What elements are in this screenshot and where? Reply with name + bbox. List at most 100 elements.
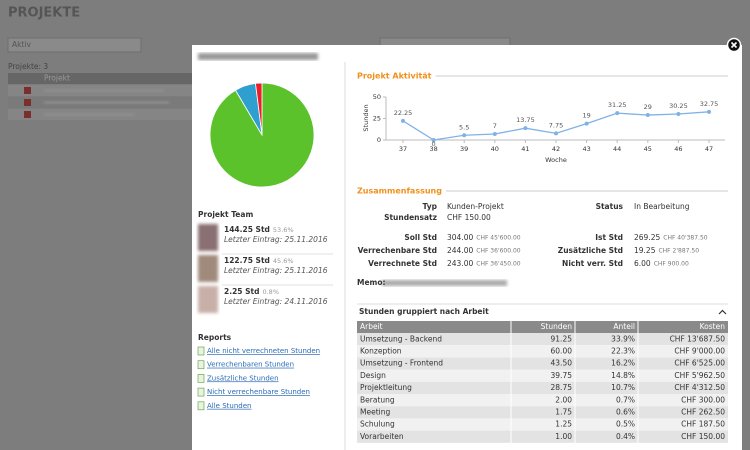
- table-row: [357, 345, 728, 358]
- summary-label: Status: [596, 202, 624, 211]
- value-label: 19: [582, 112, 590, 120]
- activity-point: [431, 138, 436, 142]
- activity-title: Projekt Aktivität: [357, 72, 432, 81]
- value-label: 22.25: [394, 109, 413, 117]
- table-row: [357, 369, 728, 382]
- table-cell: CHF 187.50: [681, 420, 725, 429]
- table-cell: CHF 6'525.00: [674, 359, 725, 368]
- x-tick-label: 37: [399, 145, 407, 153]
- value-label: 13.75: [516, 116, 535, 124]
- hours-label: Verrechnete Std: [368, 259, 437, 268]
- table-cell: 2.00: [555, 395, 572, 404]
- close-button[interactable]: [726, 37, 742, 53]
- table-cell: CHF 5'962.50: [674, 371, 725, 380]
- team-title: Projekt Team: [198, 210, 253, 219]
- memo-blurred: [382, 280, 507, 286]
- hours-label: Verrechenbare Std: [358, 246, 437, 255]
- reports-title: Reports: [198, 333, 232, 342]
- table-row: [357, 357, 728, 370]
- avatar: [198, 224, 218, 251]
- report-icon: [197, 346, 205, 356]
- table-header: [357, 321, 728, 333]
- x-axis-label: Woche: [545, 156, 567, 164]
- table-cell: Beratung: [360, 395, 395, 404]
- table-cell: 60.00: [551, 347, 573, 356]
- summary-title: Zusammenfassung: [357, 187, 442, 196]
- project-name-blurred: [198, 53, 318, 60]
- collapse-caret[interactable]: [718, 309, 727, 315]
- table-row: [357, 381, 728, 394]
- hours-value: 269.25: [634, 233, 660, 242]
- table-header-cell: Stunden: [541, 322, 573, 331]
- value-label: 7.75: [549, 121, 563, 129]
- value-label: 32.75: [700, 100, 719, 108]
- value-label: 31.25: [608, 101, 627, 109]
- avatar: [198, 255, 218, 282]
- report-link[interactable]: Zusätzliche Stunden: [207, 374, 279, 382]
- x-tick-label: 39: [460, 145, 468, 153]
- table-cell: 91.25: [551, 334, 573, 343]
- member-hours: 144.25 Std: [224, 225, 270, 234]
- report-link[interactable]: Nicht verrechenbare Stunden: [207, 388, 310, 396]
- list-rows: [8, 85, 193, 120]
- table-cell: 1.00: [555, 432, 572, 441]
- x-tick-label: 42: [552, 145, 560, 153]
- page-title: PROJEKTE: [8, 6, 80, 21]
- table-cell: 28.75: [551, 383, 573, 392]
- table-cell: 0.4%: [616, 432, 635, 441]
- table-row: [357, 430, 728, 443]
- hours-money: CHF 40'387.50: [663, 235, 708, 242]
- hours-label: Ist Std: [595, 233, 623, 242]
- hours-value: 244.00: [447, 246, 473, 255]
- member-last-entry: Letzter Eintrag: 24.11.2016: [224, 297, 328, 306]
- project-count: Projekte: 3: [8, 62, 48, 71]
- filter-select[interactable]: [7, 37, 142, 53]
- activity-point: [401, 118, 405, 123]
- activity-point: [584, 121, 589, 126]
- activity-point: [707, 109, 711, 114]
- report-link[interactable]: Alle Stunden: [207, 402, 251, 410]
- value-label: 0: [432, 140, 436, 148]
- table-cell: 39.75: [551, 371, 573, 380]
- table-cell: Schulung: [360, 420, 395, 429]
- hours-money: CHF 36'450.00: [476, 261, 521, 268]
- value-label: 29: [644, 103, 652, 111]
- member-hours: 2.25 Std: [224, 287, 259, 296]
- table-row: [357, 333, 728, 346]
- table-cell: 0.7%: [616, 395, 635, 404]
- value-label: 30.25: [669, 102, 688, 110]
- hours-money: CHF 2'887.50: [658, 248, 699, 255]
- table-cell: 16.2%: [611, 359, 635, 368]
- table-cell: 14.8%: [611, 371, 635, 380]
- list-header: [8, 73, 193, 84]
- table-cell: CHF 300.00: [681, 395, 725, 404]
- x-tick-label: 43: [582, 145, 590, 153]
- summary-value: CHF 150.00: [447, 213, 491, 222]
- hours-value: 243.00: [447, 259, 473, 268]
- y-tick-label: 25: [373, 115, 381, 123]
- report-link[interactable]: Alle nicht verrechneten Stunden: [207, 347, 320, 355]
- activity-point: [462, 133, 467, 138]
- report-icon: [197, 401, 205, 411]
- hours-label: Soll Std: [404, 233, 437, 242]
- table-cell: 0.6%: [616, 408, 635, 417]
- hours-label: Zusätzliche Std: [558, 246, 623, 255]
- table-cell: CHF 150.00: [681, 432, 725, 441]
- pie-slice: [255, 82, 263, 136]
- report-icon: [197, 374, 205, 383]
- table-header-cell: Arbeit: [360, 322, 383, 331]
- hours-money: CHF 45'600.00: [476, 235, 521, 242]
- table-cell: Umsetzung - Frontend: [360, 359, 443, 368]
- member-hours: 122.75 Std: [224, 256, 270, 265]
- member-pct: 0.8%: [262, 288, 279, 296]
- report-link[interactable]: Verrechenbaren Stunden: [207, 361, 294, 369]
- hours-money: CHF 36'600.00: [476, 248, 521, 255]
- x-tick-label: 40: [491, 145, 499, 153]
- memo-label: Memo:: [357, 278, 386, 287]
- activity-point: [554, 131, 558, 136]
- table-cell: CHF 262.50: [681, 408, 725, 417]
- activity-point: [492, 131, 497, 136]
- table-cell: 0.5%: [616, 420, 635, 429]
- table-cell: Vorarbeiten: [360, 432, 404, 441]
- hours-value: 304.00: [447, 233, 473, 242]
